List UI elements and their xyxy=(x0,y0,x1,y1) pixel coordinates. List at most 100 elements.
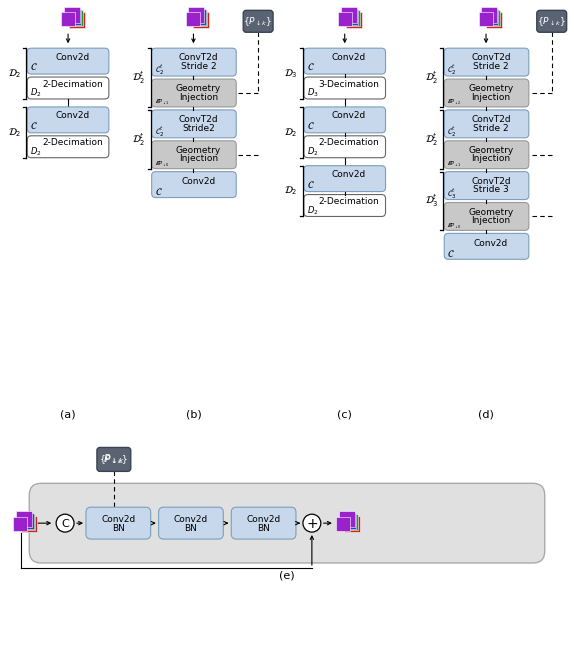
Text: ConvT2d: ConvT2d xyxy=(179,115,218,124)
Text: +: + xyxy=(306,517,317,531)
Text: $\mathcal{C}_2^t$: $\mathcal{C}_2^t$ xyxy=(447,124,456,139)
FancyBboxPatch shape xyxy=(340,513,356,529)
FancyBboxPatch shape xyxy=(64,7,80,23)
Text: $\mathcal{g}_{P_{\downarrow 2}}$: $\mathcal{g}_{P_{\downarrow 2}}$ xyxy=(447,98,461,106)
Text: $\mathcal{g}_{P_{\downarrow 1}}$: $\mathcal{g}_{P_{\downarrow 1}}$ xyxy=(154,98,169,106)
FancyBboxPatch shape xyxy=(304,77,386,99)
Text: $\mathcal{C}$: $\mathcal{C}$ xyxy=(154,187,162,198)
Text: 2-Decimation: 2-Decimation xyxy=(319,197,379,206)
FancyBboxPatch shape xyxy=(152,110,236,138)
FancyBboxPatch shape xyxy=(304,194,386,216)
FancyBboxPatch shape xyxy=(231,507,296,539)
FancyBboxPatch shape xyxy=(537,10,567,32)
FancyBboxPatch shape xyxy=(444,172,529,200)
FancyBboxPatch shape xyxy=(16,511,32,527)
Text: Conv2d: Conv2d xyxy=(101,515,135,524)
Text: $\mathcal{D}_2^t$: $\mathcal{D}_2^t$ xyxy=(425,69,439,86)
Text: (a): (a) xyxy=(60,410,76,420)
Text: Conv2d: Conv2d xyxy=(246,515,281,524)
Text: $\mathcal{C}_2^t$: $\mathcal{C}_2^t$ xyxy=(154,124,164,139)
Text: $\mathcal{g}_{P_{\downarrow 1}}$: $\mathcal{g}_{P_{\downarrow 1}}$ xyxy=(447,159,461,168)
Text: Conv2d: Conv2d xyxy=(56,111,90,121)
FancyBboxPatch shape xyxy=(304,136,386,157)
Text: ConvT2d: ConvT2d xyxy=(471,115,511,124)
FancyBboxPatch shape xyxy=(481,7,497,23)
Text: $D_2$: $D_2$ xyxy=(307,145,319,158)
Text: $D_2$: $D_2$ xyxy=(30,145,42,158)
FancyBboxPatch shape xyxy=(190,9,206,25)
FancyBboxPatch shape xyxy=(344,516,360,532)
FancyBboxPatch shape xyxy=(336,517,350,531)
FancyBboxPatch shape xyxy=(152,141,236,168)
FancyBboxPatch shape xyxy=(65,9,82,25)
Text: 2-Decimation: 2-Decimation xyxy=(42,138,103,147)
Circle shape xyxy=(303,514,321,532)
FancyBboxPatch shape xyxy=(304,107,386,133)
Text: $\mathcal{D}_2^t$: $\mathcal{D}_2^t$ xyxy=(425,131,439,148)
Text: Geometry: Geometry xyxy=(468,208,514,217)
Text: Geometry: Geometry xyxy=(176,146,221,155)
FancyBboxPatch shape xyxy=(27,77,109,99)
FancyBboxPatch shape xyxy=(21,516,37,532)
Text: $\mathcal{D}_2$: $\mathcal{D}_2$ xyxy=(8,126,21,139)
Text: ConvT2d: ConvT2d xyxy=(179,53,218,62)
Text: $\mathcal{C}_2^t$: $\mathcal{C}_2^t$ xyxy=(154,62,164,77)
FancyBboxPatch shape xyxy=(187,12,200,27)
Text: BN: BN xyxy=(257,524,270,533)
Text: $\mathcal{C}_3^t$: $\mathcal{C}_3^t$ xyxy=(447,186,457,201)
Text: $\mathcal{D}_2$: $\mathcal{D}_2$ xyxy=(285,185,298,198)
Text: (b): (b) xyxy=(185,410,201,420)
FancyBboxPatch shape xyxy=(152,48,236,76)
Text: (e): (e) xyxy=(279,571,295,581)
FancyBboxPatch shape xyxy=(342,514,358,530)
Text: $\mathcal{g}_{P_{\downarrow 0}}$: $\mathcal{g}_{P_{\downarrow 0}}$ xyxy=(154,159,169,168)
Text: Conv2d: Conv2d xyxy=(332,111,366,121)
Text: Conv2d: Conv2d xyxy=(474,239,508,248)
FancyBboxPatch shape xyxy=(304,48,386,74)
Text: $D_3$: $D_3$ xyxy=(307,87,319,99)
Text: $\mathcal{D}_2^t$: $\mathcal{D}_2^t$ xyxy=(132,131,146,148)
Text: Stride 2: Stride 2 xyxy=(473,62,509,71)
FancyBboxPatch shape xyxy=(13,517,27,531)
FancyBboxPatch shape xyxy=(97,448,131,471)
FancyBboxPatch shape xyxy=(342,9,358,25)
Text: $\{P_{\downarrow k}\}$: $\{P_{\downarrow k}\}$ xyxy=(537,15,567,28)
FancyBboxPatch shape xyxy=(27,107,109,133)
FancyBboxPatch shape xyxy=(192,10,207,27)
Text: Conv2d: Conv2d xyxy=(56,52,90,62)
Text: Conv2d: Conv2d xyxy=(181,177,216,186)
Text: Injection: Injection xyxy=(471,216,510,225)
Text: 2-Decimation: 2-Decimation xyxy=(42,80,103,89)
Text: Conv2d: Conv2d xyxy=(174,515,208,524)
FancyBboxPatch shape xyxy=(86,507,150,539)
FancyBboxPatch shape xyxy=(158,507,223,539)
Text: $\mathcal{g}_{P_{\downarrow 0}}$: $\mathcal{g}_{P_{\downarrow 0}}$ xyxy=(447,221,462,229)
Text: Geometry: Geometry xyxy=(176,84,221,93)
Text: ConvT2d: ConvT2d xyxy=(471,53,511,62)
Text: Geometry: Geometry xyxy=(468,84,514,93)
Text: 2-Decimation: 2-Decimation xyxy=(319,138,379,147)
FancyBboxPatch shape xyxy=(29,483,545,563)
Text: $\mathcal{C}_2^t$: $\mathcal{C}_2^t$ xyxy=(447,62,456,77)
FancyBboxPatch shape xyxy=(27,48,109,74)
Text: Stride2: Stride2 xyxy=(182,124,215,133)
FancyBboxPatch shape xyxy=(18,513,34,529)
FancyBboxPatch shape xyxy=(193,12,210,29)
FancyBboxPatch shape xyxy=(339,511,355,527)
Text: $\mathcal{C}$: $\mathcal{C}$ xyxy=(30,120,38,131)
Text: Geometry: Geometry xyxy=(468,146,514,155)
Text: $\mathcal{D}_2$: $\mathcal{D}_2$ xyxy=(8,67,21,80)
FancyBboxPatch shape xyxy=(67,10,83,27)
Text: $\{P_{\downarrow k}\}$: $\{P_{\downarrow k}\}$ xyxy=(243,15,273,28)
Text: Injection: Injection xyxy=(471,154,510,163)
FancyBboxPatch shape xyxy=(444,203,529,231)
Text: C: C xyxy=(61,519,69,529)
Text: $\mathcal{C}$: $\mathcal{C}$ xyxy=(307,179,315,190)
Text: $\mathcal{C}$: $\mathcal{C}$ xyxy=(447,248,455,259)
Text: $\mathcal{D}_2^t$: $\mathcal{D}_2^t$ xyxy=(132,69,146,86)
Text: Stride 2: Stride 2 xyxy=(473,124,509,133)
Text: $\mathcal{C}$: $\mathcal{C}$ xyxy=(307,120,315,131)
Text: 3-Decimation: 3-Decimation xyxy=(318,80,379,89)
Text: $\mathcal{D}_3^t$: $\mathcal{D}_3^t$ xyxy=(425,192,439,209)
Text: Injection: Injection xyxy=(179,154,218,163)
